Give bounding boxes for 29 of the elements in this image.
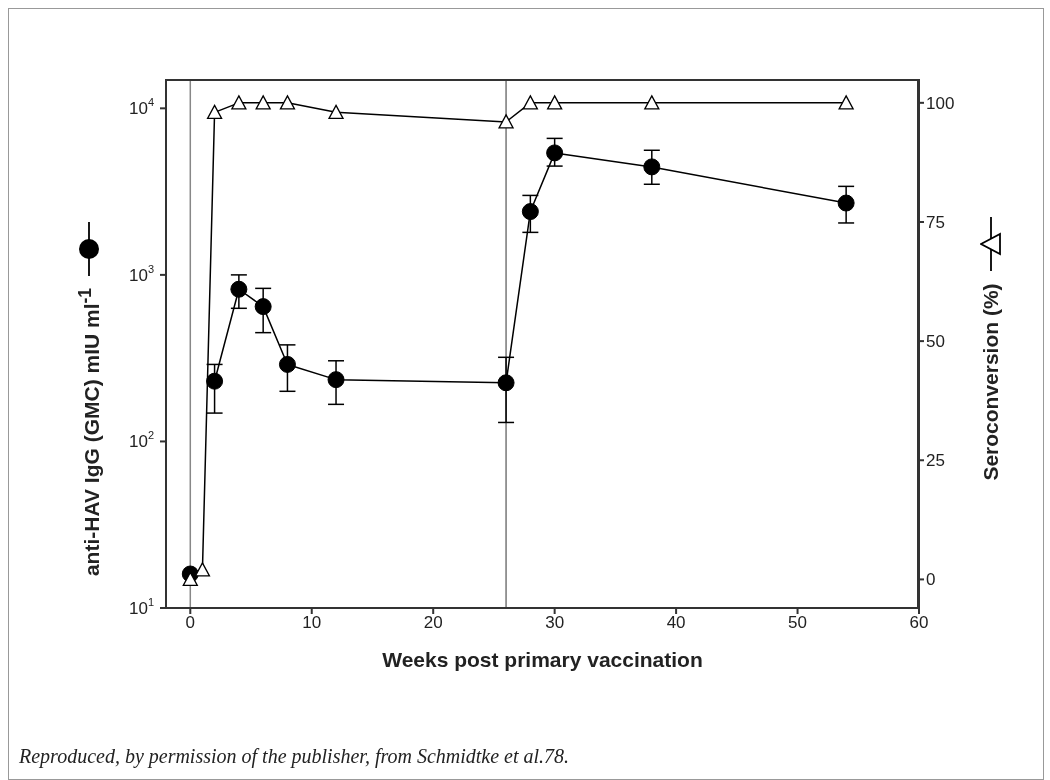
point (546, 144, 564, 162)
y-tick-label: 10$^{2}$ (128, 429, 154, 451)
x-tick-label: 60 (909, 613, 929, 633)
x-tick-label: 40 (666, 613, 686, 633)
x-tick-label: 10 (302, 613, 322, 633)
y2-tick-label: 75 (926, 213, 945, 233)
x-tick-label: 50 (788, 613, 808, 633)
y-tick-label: 10$^{3}$ (128, 262, 154, 285)
y-tick-label: 10$^{1}$ (128, 596, 154, 618)
y2-axis-title: Seroconversion (%) (979, 282, 1003, 481)
y2-tick-label: 25 (926, 451, 945, 471)
y2-tick-label: 0 (926, 570, 936, 590)
x-tick-label: 30 (545, 613, 565, 633)
text: Reproduced, by permission of the publisher, from Schmidtke et al.78. (19, 745, 570, 768)
point (230, 280, 248, 298)
x-tick-label: 0 (185, 613, 196, 633)
point (327, 371, 345, 389)
point (206, 372, 224, 390)
y-tick-label: 10$^{4}$ (128, 96, 154, 118)
x-tick-label: 20 (423, 613, 443, 633)
point (497, 374, 515, 392)
point (278, 355, 296, 373)
point (254, 298, 272, 316)
point (643, 158, 661, 176)
y2-tick-label: 100 (926, 93, 955, 113)
x-axis-title: Weeks post primary vaccination (381, 648, 704, 672)
point (521, 203, 539, 221)
y2-tick-label: 50 (926, 332, 945, 352)
point (837, 194, 855, 212)
